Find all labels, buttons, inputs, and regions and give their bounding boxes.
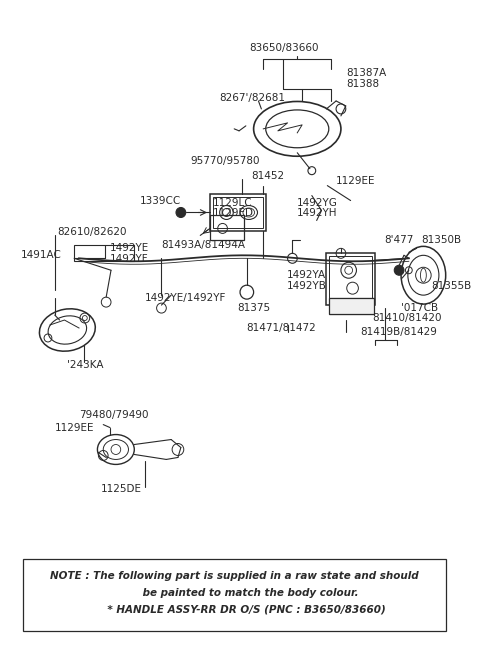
Bar [210,215,244,240]
Text: 81387A: 81387A [346,68,386,78]
Text: 1492YE: 1492YE [110,243,149,254]
Text: '243KA: '243KA [67,360,104,370]
Text: 1492YG: 1492YG [297,198,338,208]
Text: 81493A/81494A: 81493A/81494A [161,240,245,250]
Text: 81388: 81388 [346,79,379,89]
Text: 1492YB: 1492YB [287,281,326,291]
Text: 81452: 81452 [252,171,285,181]
Text: 81355B: 81355B [431,281,471,291]
Text: 1492YA: 1492YA [287,270,326,281]
Text: 1492YH: 1492YH [297,208,338,219]
Text: be painted to match the body colour.: be painted to match the body colour. [110,588,359,598]
Bar [23,559,446,631]
Bar [329,298,374,314]
Text: 1125DE: 1125DE [101,484,142,494]
Text: 8'477: 8'477 [384,235,414,245]
Text: 1492YF: 1492YF [110,254,149,264]
Text: NOTE : The following part is supplied in a raw state and should: NOTE : The following part is supplied in… [50,571,419,581]
Text: 1491AC: 1491AC [21,250,61,260]
Bar [213,196,264,229]
Text: 81410/81420: 81410/81420 [372,313,442,323]
Bar [210,194,266,231]
Text: 1492YE/1492YF: 1492YE/1492YF [145,293,227,303]
Text: 81350B: 81350B [421,235,462,245]
Text: 79480/79490: 79480/79490 [79,409,148,420]
Circle shape [394,265,404,275]
Text: 1129LC: 1129LC [213,198,252,208]
Text: '017CB: '017CB [401,303,438,313]
Text: 8267'/82681: 8267'/82681 [220,93,286,103]
Text: 81471/81472: 81471/81472 [246,323,316,333]
Bar [329,256,372,302]
Bar [326,254,375,305]
Text: 83650/83660: 83650/83660 [250,43,319,53]
Text: 1129ED: 1129ED [213,208,254,219]
Text: 95770/95780: 95770/95780 [191,156,260,166]
Text: 1339CC: 1339CC [140,196,181,206]
Text: 81375: 81375 [237,303,270,313]
Circle shape [176,208,186,217]
Text: * HANDLE ASSY-RR DR O/S (PNC : B3650/83660): * HANDLE ASSY-RR DR O/S (PNC : B3650/836… [83,605,386,615]
Text: 1129EE: 1129EE [336,175,375,186]
Text: 82610/82620: 82610/82620 [58,227,127,237]
Text: 1129EE: 1129EE [55,422,94,432]
Text: 81419B/81429: 81419B/81429 [360,327,437,337]
Bar [74,245,134,261]
